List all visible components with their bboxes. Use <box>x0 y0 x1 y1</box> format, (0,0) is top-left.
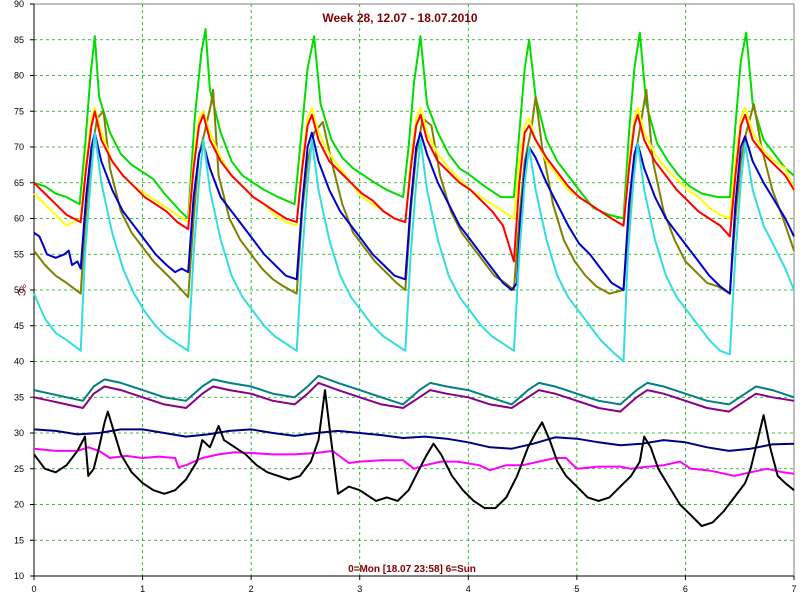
x-tick-label: 1 <box>140 584 145 594</box>
series-line-9 <box>33 428 795 452</box>
series-line-7 <box>33 374 795 406</box>
series-line-11 <box>33 389 795 527</box>
series-line-1 <box>33 28 795 220</box>
axis-layer <box>30 3 795 580</box>
y-axis-label: °C <box>15 284 27 296</box>
x-tick-label: 7 <box>791 584 796 594</box>
x-tick-label: 4 <box>466 584 471 594</box>
x-tick-label: 3 <box>357 584 362 594</box>
x-tick-label: 5 <box>574 584 579 594</box>
y-tick-label: 50 <box>14 285 24 295</box>
y-tick-label: 60 <box>14 214 24 224</box>
y-tick-label: 40 <box>14 357 24 367</box>
x-tick-label: 6 <box>683 584 688 594</box>
time-annotation: 0=Mon [18.07 23:58] 6=Sun <box>348 564 476 575</box>
x-tick-label: 0 <box>31 584 36 594</box>
x-tick-label: 2 <box>249 584 254 594</box>
y-tick-label: 70 <box>14 142 24 152</box>
series-line-6 <box>33 131 795 363</box>
series-line-5 <box>33 131 795 295</box>
y-tick-label: 80 <box>14 71 24 81</box>
series-line-4 <box>33 110 795 263</box>
y-tick-label: 75 <box>14 106 24 116</box>
chart-title: Week 28, 12.07 - 18.07.2010 <box>322 11 478 25</box>
series-layer <box>33 28 795 527</box>
y-tick-label: 25 <box>14 464 24 474</box>
series-line-3 <box>33 106 795 227</box>
y-tick-label: 45 <box>14 321 24 331</box>
y-tick-label: 65 <box>14 178 24 188</box>
y-tick-label: 85 <box>14 35 24 45</box>
series-line-8 <box>33 381 795 413</box>
y-tick-label: 55 <box>14 249 24 259</box>
y-tick-label: 20 <box>14 500 24 510</box>
y-tick-label: 10 <box>14 571 24 581</box>
y-tick-label: 35 <box>14 392 24 402</box>
y-tick-label: 90 <box>14 0 24 9</box>
y-tick-label: 15 <box>14 535 24 545</box>
y-tick-label: 30 <box>14 428 24 438</box>
series-line-10 <box>33 446 795 477</box>
